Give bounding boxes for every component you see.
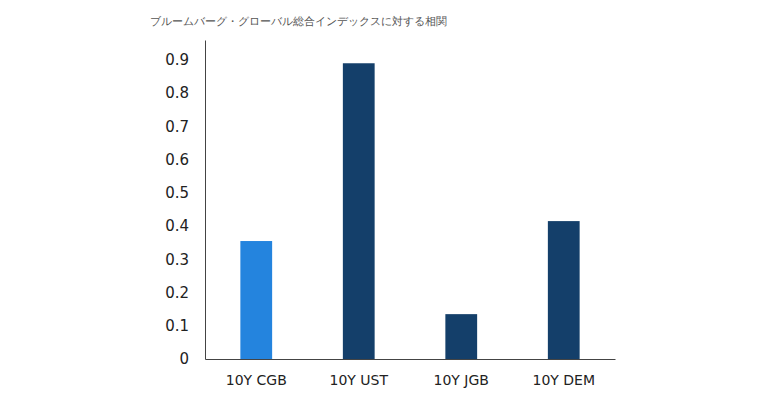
y-axis: 0 0.1 0.2 0.3 0.4 0.5 0.6 0.7 0.8 0.9: [165, 41, 205, 369]
x-tick: 10Y DEM: [532, 359, 595, 388]
y-tick-label: 0.2: [165, 284, 189, 302]
title: ブルームバーグ・グローバル総合インデックスに対する相関: [150, 15, 447, 28]
y-tick-label: 0.8: [165, 84, 189, 102]
bar: [343, 63, 375, 359]
bars: [240, 63, 579, 359]
y-tick-label: 0.5: [165, 184, 189, 202]
y-tick: 0.7: [165, 118, 205, 136]
y-tick: 0.8: [165, 84, 205, 102]
x-tick-label: 10Y UST: [329, 372, 388, 388]
bar: [548, 221, 580, 359]
bar: [445, 314, 477, 359]
y-tick-label: 0.9: [165, 51, 189, 69]
x-tick: 10Y UST: [329, 359, 388, 388]
y-tick: 0.3: [165, 251, 205, 269]
y-tick-label: 0: [179, 350, 189, 368]
y-tick: 0.4: [165, 217, 205, 235]
y-tick-label: 0.7: [165, 118, 189, 136]
x-tick-label: 10Y JGB: [434, 372, 489, 388]
y-tick-label: 0.3: [165, 251, 189, 269]
y-tick: 0: [179, 350, 205, 368]
x-axis: 10Y CGB 10Y UST 10Y JGB 10Y DEM: [206, 359, 616, 388]
plot: 0 0.1 0.2 0.3 0.4 0.5 0.6 0.7 0.8 0.9 10Y CGB 10Y U…: [165, 41, 615, 388]
y-tick: 0.9: [165, 51, 205, 69]
chart: 0 0.1 0.2 0.3 0.4 0.5 0.6 0.7 0.8 0.9 10Y CGB 10Y U…: [0, 0, 780, 398]
y-axis-line: [205, 41, 206, 360]
x-axis-line: [206, 359, 616, 360]
y-tick: 0.2: [165, 284, 205, 302]
y-tick: 0.1: [165, 317, 205, 335]
y-tick-label: 0.4: [165, 217, 189, 235]
y-tick: 0.5: [165, 184, 205, 202]
x-tick: 10Y JGB: [434, 359, 489, 388]
y-tick-label: 0.6: [165, 151, 189, 169]
y-tick-label: 0.1: [165, 317, 189, 335]
y-tick: 0.6: [165, 151, 205, 169]
x-tick-label: 10Y DEM: [532, 372, 595, 388]
bar: [240, 241, 272, 359]
x-tick-label: 10Y CGB: [226, 372, 287, 388]
x-tick: 10Y CGB: [226, 359, 287, 388]
